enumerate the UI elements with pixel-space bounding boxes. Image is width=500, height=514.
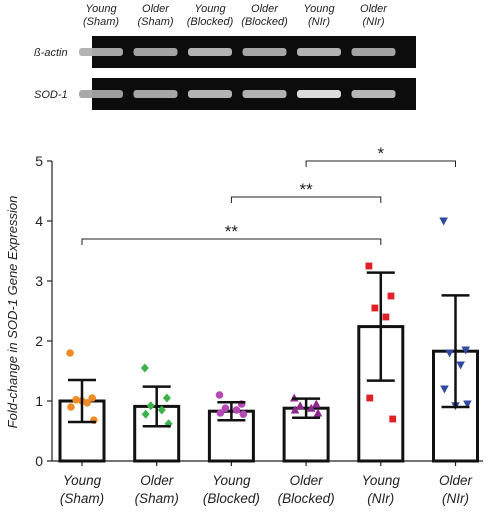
data-point [140,363,149,373]
data-point [456,361,465,370]
data-point [141,409,150,419]
data-point [365,262,373,270]
significance-bracket [305,160,456,167]
blot-band [351,90,396,98]
x-tick-label-group: (Sham) [135,491,179,506]
blot-band [188,48,232,56]
data-point [445,349,454,358]
x-tick-label: Older [290,473,324,488]
data-point [72,396,80,404]
x-tick-label: Young [362,473,401,488]
blot-band [297,90,341,98]
blot-band [242,48,287,56]
data-point [290,405,300,414]
western-blot-panel: Young(Sham)Older(Sham)Young(Blocked)Olde… [34,3,416,110]
lane-labels: Young(Sham)Older(Sham)Young(Blocked)Olde… [83,3,388,28]
x-tick-label: Young [212,473,251,488]
data-point [313,408,323,417]
lane-label: Young [85,3,117,15]
significance-label: ** [225,222,239,241]
data-point [371,304,379,312]
error-bars [68,271,470,428]
significance-label: ** [299,180,313,199]
lane-label: Older [360,3,388,15]
y-tick-label: 1 [35,393,43,409]
data-point [215,391,224,399]
y-tick-label: 5 [35,153,43,169]
data-point [221,404,230,413]
y-axis-label: Fold-change in SOD-1 Gene Expression [5,196,20,429]
bar [357,325,405,463]
blot-band [79,48,123,56]
x-axis: Young (Sham) Older (Sham) Young (Blocked) Olde… [52,460,483,506]
bar [282,406,330,463]
bar-chart: Fold-change in SOD-1 Gene Expression 0 1 2… [5,144,483,506]
data-point [162,393,171,403]
data-point [439,217,448,226]
blot-row-label: SOD-1 [34,89,68,101]
blot-rows: ß-actin SOD-1 [34,36,416,110]
x-tick-label: Older [439,473,473,488]
y-tick-label: 2 [35,333,43,349]
data-point [366,394,374,402]
data-point [306,403,316,412]
blot-band [133,48,178,56]
y-axis: 0 1 2 3 4 5 [35,153,53,469]
data-point [389,415,397,423]
data-point [232,406,241,414]
data-point [312,399,321,408]
y-tick-label: 3 [35,273,43,289]
x-tick-label: Young [63,473,102,488]
data-point [463,400,472,409]
blot-band [79,90,123,98]
data-point [146,401,155,411]
blot-row-label: ß-actin [34,47,68,59]
x-tick-label: Older [140,473,174,488]
x-tick-label-group: (Blocked) [278,491,335,506]
lane-label-group: (NIr) [308,16,330,28]
significance-bracket [230,196,382,203]
x-tick-label-group: (NIr) [442,491,469,506]
lane-label: Older [251,3,279,15]
significance-brackets: ***** [81,144,456,245]
data-point [88,394,96,402]
significance-label: * [377,144,384,163]
data-point [216,409,225,417]
significance-bracket [81,238,382,245]
lane-label-group: (Sham) [137,16,173,28]
bars [58,325,479,463]
lane-label-group: (Sham) [83,16,119,28]
data-point [295,401,305,410]
data-point [440,385,449,394]
blot-band [133,90,178,98]
data-point [387,292,395,300]
data-point [67,403,75,411]
data-point [239,410,248,419]
data-point [157,405,166,415]
data-point [66,349,74,357]
lane-label: Older [142,3,170,15]
blot-band [297,48,341,56]
y-tick-label: 4 [35,213,43,229]
lane-label-group: (Blocked) [187,16,234,28]
x-tick-label-group: (NIr) [367,491,394,506]
x-tick-label-group: (Blocked) [203,491,260,506]
lane-label-group: (Blocked) [241,16,288,28]
data-point [382,313,390,321]
data-point [461,346,470,355]
data-points [66,217,472,429]
lane-label: Young [194,3,226,15]
lane-label-group: (NIr) [363,16,385,28]
blot-band [242,90,287,98]
x-tick-label-group: (Sham) [60,491,104,506]
lane-label: Young [303,3,335,15]
blot-band [188,90,232,98]
blot-band [351,48,396,56]
y-tick-label: 0 [35,453,43,469]
